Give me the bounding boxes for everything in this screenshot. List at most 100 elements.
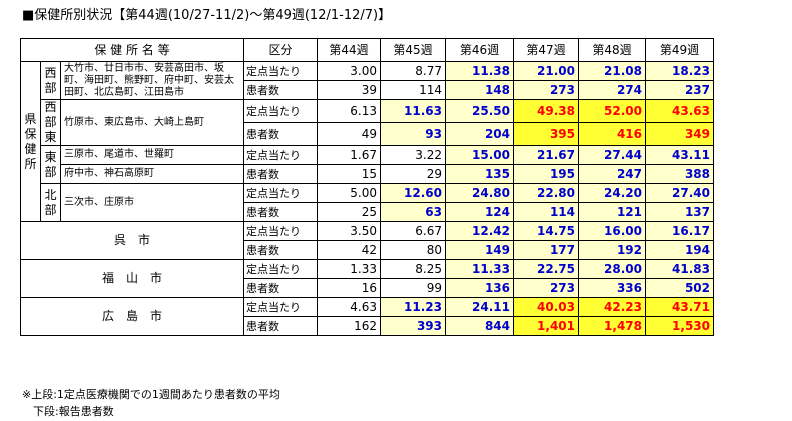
value-cell: 844 <box>445 316 514 336</box>
value-cell: 40.03 <box>513 297 579 317</box>
value-cell: 12.42 <box>445 221 514 241</box>
footnote: 下段:報告患者数 <box>22 405 114 418</box>
value-cell: 16.00 <box>578 221 646 241</box>
header-kubun: 区分 <box>243 38 318 62</box>
value-cell: 349 <box>645 122 714 146</box>
value-cell: 21.00 <box>513 61 579 81</box>
district-name: 西部 <box>40 61 61 100</box>
kubun: 患者数 <box>243 164 318 184</box>
value-cell: 114 <box>380 80 446 100</box>
value-cell: 42 <box>317 240 381 260</box>
header-week: 第45週 <box>380 38 446 62</box>
value-cell: 124 <box>445 202 514 222</box>
city-name: 広 島 市 <box>20 297 244 336</box>
value-cell: 27.40 <box>645 183 714 203</box>
header-week: 第49週 <box>645 38 714 62</box>
value-cell: 195 <box>513 164 579 184</box>
value-cell: 49 <box>317 122 381 146</box>
value-cell: 192 <box>578 240 646 260</box>
header-week: 第47週 <box>513 38 579 62</box>
value-cell: 204 <box>445 122 514 146</box>
value-cell: 162 <box>317 316 381 336</box>
header-week: 第44週 <box>317 38 381 62</box>
value-cell: 247 <box>578 164 646 184</box>
value-cell: 99 <box>380 278 446 298</box>
value-cell: 80 <box>380 240 446 260</box>
value-cell: 1,530 <box>645 316 714 336</box>
value-cell: 25.50 <box>445 99 514 123</box>
value-cell: 1,401 <box>513 316 579 336</box>
kubun: 定点当たり <box>243 145 318 165</box>
value-cell: 63 <box>380 202 446 222</box>
value-cell: 4.63 <box>317 297 381 317</box>
value-cell: 43.63 <box>645 99 714 123</box>
title: ■保健所別状況【第44週(10/27-11/2)～第49週(12/1-12/7)… <box>22 8 392 23</box>
value-cell: 237 <box>645 80 714 100</box>
header-week: 第46週 <box>445 38 514 62</box>
city-name: 呉 市 <box>20 221 244 260</box>
value-cell: 121 <box>578 202 646 222</box>
header-name: 保 健 所 名 等 <box>20 38 244 62</box>
value-cell: 8.77 <box>380 61 446 81</box>
value-cell: 11.38 <box>445 61 514 81</box>
value-cell: 502 <box>645 278 714 298</box>
value-cell: 3.50 <box>317 221 381 241</box>
table-row: 患者数 162 393 844 1,401 1,478 1,530 <box>21 316 714 336</box>
footnote: ※上段:1定点医療機関での1週間あたり患者数の平均 <box>22 388 280 401</box>
value-cell: 27.44 <box>578 145 646 165</box>
kubun: 定点当たり <box>243 259 318 279</box>
value-cell: 15 <box>317 164 381 184</box>
value-cell: 148 <box>445 80 514 100</box>
district-areas: 大竹市、廿日市市、安芸高田市、坂町、海田町、熊野町、府中町、安芸太田町、北広島町… <box>60 61 244 100</box>
kubun: 定点当たり <box>243 99 318 123</box>
value-cell: 18.23 <box>645 61 714 81</box>
value-cell: 336 <box>578 278 646 298</box>
district-name: 北部 <box>40 183 61 222</box>
table-row: 患者数 16 99 136 273 336 502 <box>21 278 714 298</box>
district-areas: 竹原市、東広島市、大崎上島町 <box>60 99 244 146</box>
value-cell: 22.75 <box>513 259 579 279</box>
district-areas: 三次市、庄原市 <box>60 183 244 222</box>
kubun: 患者数 <box>243 278 318 298</box>
value-cell: 16.17 <box>645 221 714 241</box>
kubun: 定点当たり <box>243 297 318 317</box>
value-cell: 274 <box>578 80 646 100</box>
value-cell: 177 <box>513 240 579 260</box>
kubun: 患者数 <box>243 202 318 222</box>
value-cell: 24.20 <box>578 183 646 203</box>
table-row: 患者数 42 80 149 177 192 194 <box>21 240 714 260</box>
table-row: 広 島 市定点当たり 4.63 11.23 24.11 40.03 42.23 43.71 <box>20 297 714 336</box>
kubun: 患者数 <box>243 122 318 146</box>
status-table: 保 健 所 名 等 区分 第44週 第45週 第46週 第47週 第48週 第49週 県保… <box>20 38 714 336</box>
value-cell: 12.60 <box>380 183 446 203</box>
value-cell: 273 <box>513 80 579 100</box>
value-cell: 388 <box>645 164 714 184</box>
value-cell: 43.71 <box>645 297 714 317</box>
value-cell: 114 <box>513 202 579 222</box>
table-row: 北部 三次市、庄原市 定点当たり 5.00 12.60 24.80 22.80 24.20 27… <box>21 183 714 222</box>
value-cell: 3.22 <box>380 145 446 165</box>
value-cell: 6.13 <box>317 99 381 123</box>
value-cell: 1.33 <box>317 259 381 279</box>
value-cell: 16 <box>317 278 381 298</box>
value-cell: 273 <box>513 278 579 298</box>
value-cell: 22.80 <box>513 183 579 203</box>
value-cell: 8.25 <box>380 259 446 279</box>
value-cell: 136 <box>445 278 514 298</box>
value-cell: 135 <box>445 164 514 184</box>
value-cell: 39 <box>317 80 381 100</box>
value-cell: 21.67 <box>513 145 579 165</box>
city-name: 福 山 市 <box>20 259 244 298</box>
group-label: 県保健所 <box>20 61 41 222</box>
value-cell: 21.08 <box>578 61 646 81</box>
header-week: 第48週 <box>578 38 646 62</box>
value-cell: 28.00 <box>578 259 646 279</box>
value-cell: 15.00 <box>445 145 514 165</box>
value-cell: 416 <box>578 122 646 146</box>
table-row: 呉 市定点当たり 3.50 6.67 12.42 14.75 16.00 16.17 <box>20 221 714 260</box>
kubun: 患者数 <box>243 316 318 336</box>
district-name: 東部 <box>40 145 61 184</box>
value-cell: 1.67 <box>317 145 381 165</box>
district-name: 西部東 <box>40 99 61 146</box>
table-row: 患者数 25 63 124 114 121 137 <box>21 202 714 222</box>
